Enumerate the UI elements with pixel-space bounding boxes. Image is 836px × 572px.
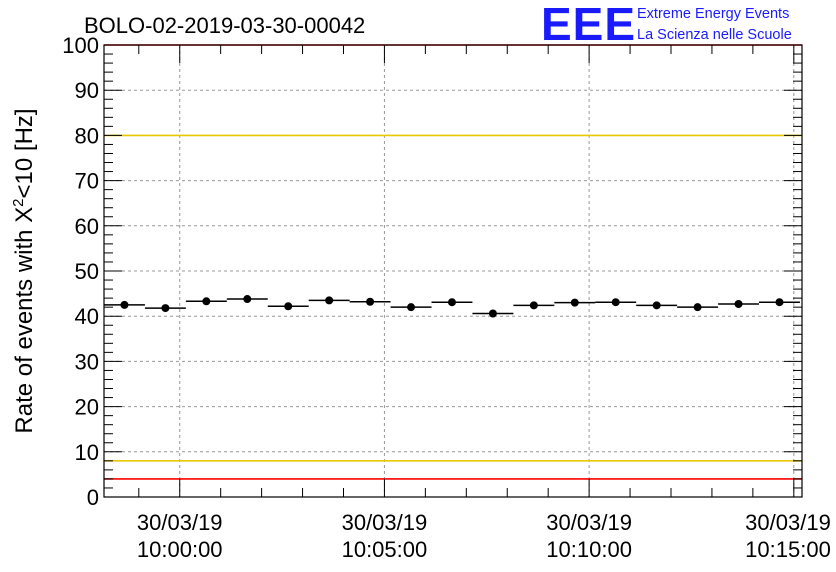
logo-line-2: La Scienza nelle Scuole <box>637 27 792 43</box>
data-point <box>652 301 661 310</box>
y-tick-label: 20 <box>75 395 99 420</box>
data-point <box>120 300 129 309</box>
y-tick-label: 90 <box>75 78 99 103</box>
y-tick-label: 10 <box>75 440 99 465</box>
x-tick-date-label: 30/03/19 <box>342 510 428 535</box>
logo-line-1: Extreme Energy Events <box>637 6 789 22</box>
data-point <box>202 297 211 306</box>
data-point <box>775 298 784 307</box>
data-point <box>447 298 456 307</box>
x-tick-date-label: 30/03/19 <box>137 510 223 535</box>
x-tick-date-label: 30/03/19 <box>546 510 632 535</box>
data-point <box>529 301 538 310</box>
grid <box>104 45 802 497</box>
data-point <box>243 295 252 304</box>
y-tick-label: 60 <box>75 214 99 239</box>
y-tick-label: 40 <box>75 304 99 329</box>
x-tick-time-label: 10:05:00 <box>342 537 428 562</box>
y-tick-label: 100 <box>62 33 99 58</box>
chart-title: BOLO-02-2019-03-30-00042 <box>84 13 365 38</box>
x-tick-date-label: 30/03/19 <box>745 510 831 535</box>
reference-lines <box>104 44 802 480</box>
y-tick-label: 50 <box>75 259 99 284</box>
y-tick-label: 70 <box>75 169 99 194</box>
data-point <box>570 298 579 307</box>
y-tick-label: 30 <box>75 349 99 374</box>
data-point <box>366 297 375 306</box>
x-tick-time-label: 10:10:00 <box>546 537 632 562</box>
data-point <box>161 304 170 313</box>
y-tick-label: 80 <box>75 123 99 148</box>
data-point <box>325 296 334 305</box>
eee-logo: EEE Extreme Energy Events La Scienza nel… <box>541 0 792 50</box>
x-tick-time-label: 10:00:00 <box>137 537 223 562</box>
data-point <box>284 302 293 311</box>
x-tick-time-label: 10:15:00 <box>745 537 831 562</box>
data-point <box>488 309 497 318</box>
data-point <box>693 303 702 312</box>
data-point <box>407 303 416 312</box>
y-axis-label: Rate of events with X2<10 [Hz] <box>10 108 38 433</box>
data-point <box>611 298 620 307</box>
data-series <box>104 295 800 318</box>
y-tick-label: 0 <box>87 485 99 510</box>
logo-mark: EEE <box>541 0 636 50</box>
data-point <box>734 299 743 308</box>
axes: 010203040506070809010030/03/1910:00:0030… <box>62 33 831 562</box>
